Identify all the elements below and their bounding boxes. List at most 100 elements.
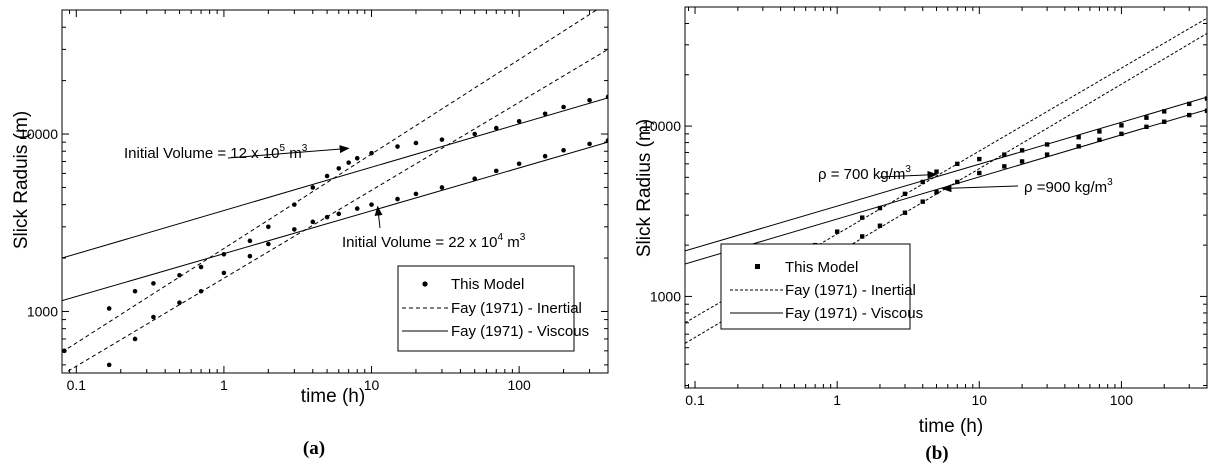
model-point (221, 251, 227, 257)
x-tick-label: 1 (833, 392, 841, 408)
y-axis-label-b: Slick Radius (m) (634, 119, 655, 257)
model-point (346, 160, 351, 165)
legend-marker-model-b (755, 264, 760, 269)
model-point (977, 156, 982, 162)
model-point (542, 153, 548, 159)
annotation-arrow-b-2 (941, 184, 1019, 193)
model-point (561, 104, 566, 110)
annotation-arrow-b-1 (879, 170, 938, 179)
model-point (902, 210, 908, 215)
y-tick-label: 1000 (650, 288, 681, 304)
model-point (198, 288, 204, 294)
model-point (605, 94, 608, 100)
model-point (439, 137, 445, 142)
x-tick-label: 0.1 (67, 377, 87, 393)
model-point (920, 179, 925, 185)
model-point (292, 227, 297, 232)
annotation-text-b-1: ρ = 700 kg/m3 (818, 164, 911, 183)
model-point (106, 306, 112, 311)
model-point (493, 125, 499, 131)
model-point (106, 362, 112, 368)
model-point (324, 173, 330, 179)
legend-label-inertial-a: Fay (1971) - Inertial (451, 300, 582, 317)
x-tick-label: 0.1 (685, 392, 705, 408)
ticks-layer-b: 0.1 1 10 100 1000 10000 (642, 6, 1208, 408)
model-point (413, 140, 419, 146)
model-point (516, 118, 522, 124)
model-point (1162, 109, 1167, 114)
annotations-a: Initial Volume = 12 x 105 m3 Initial Vol… (124, 143, 526, 251)
panel-label-b: (b) (925, 443, 948, 464)
annotation-text-b-2: ρ =900 kg/m3 (1024, 177, 1113, 196)
model-point (292, 202, 297, 207)
legend-label-viscous-a: Fay (1971) - Viscous (451, 323, 589, 340)
model-point (1119, 123, 1124, 128)
model-point (198, 264, 204, 270)
model-point (132, 336, 138, 342)
y-tick-label: 10000 (642, 118, 681, 134)
chart-panel-a: 0.1 1 10 100 1000 10000 Initial Volume = 12 x… (11, 9, 609, 459)
x-tick-label: 100 (1110, 392, 1134, 408)
panel-label-a: (a) (303, 438, 325, 459)
annotation-arrow-a-1 (227, 145, 350, 159)
model-point (1019, 159, 1025, 164)
model-point (1204, 96, 1207, 101)
y-axis-label-a: Slick Raduis (m) (11, 111, 32, 249)
model-point (336, 211, 342, 217)
legend-label-viscous-b: Fay (1971) - Viscous (785, 305, 923, 322)
model-point (1076, 135, 1081, 140)
series-layer-a (62, 10, 608, 373)
model-point (1119, 131, 1124, 137)
legend-box-a (397, 265, 575, 352)
model-point (920, 199, 925, 204)
model-point (369, 202, 374, 207)
model-point (247, 253, 253, 259)
model-point (493, 168, 499, 174)
model-point (1002, 164, 1007, 169)
x-axis-label-a: time (h) (301, 386, 365, 407)
model-point (266, 241, 271, 247)
viscous-line-b-1 (685, 96, 1207, 252)
model-point (955, 161, 960, 167)
legend-a: This Model Fay (1971) - Inertial Fay (19… (397, 265, 589, 352)
legend-box-b (720, 243, 911, 330)
model-point (542, 111, 548, 117)
model-point (934, 189, 939, 195)
legend-marker-model-a (422, 281, 428, 287)
x-axis-label-b: time (h) (919, 416, 983, 437)
model-point (354, 206, 360, 211)
model-point (977, 170, 982, 176)
model-point (439, 185, 445, 190)
model-point (955, 179, 960, 185)
y-tick-label: 1000 (27, 303, 58, 319)
model-point (247, 238, 253, 244)
model-point (902, 191, 908, 197)
y-tick-label: 10000 (19, 126, 58, 142)
model-point (369, 150, 374, 156)
annotation-text-a-1: Initial Volume = 12 x 105 m3 (124, 143, 308, 162)
model-point (177, 272, 182, 278)
legend-label-inertial-b: Fay (1971) - Inertial (785, 282, 916, 299)
model-point (1144, 124, 1149, 130)
legend-label-model-b: This Model (785, 259, 858, 276)
model-point (395, 196, 400, 202)
plot-frame-b (684, 6, 1208, 389)
model-point (859, 234, 865, 239)
model-point (472, 131, 477, 137)
legend-b: This Model Fay (1971) - Inertial Fay (19… (720, 243, 923, 330)
model-point (516, 161, 522, 167)
model-point (221, 270, 227, 276)
annotation-arrow-a-2 (374, 205, 383, 229)
model-point (266, 224, 271, 230)
model-point (413, 191, 419, 197)
model-point (395, 144, 400, 149)
model-points-a-2 (106, 138, 608, 368)
model-point (1019, 148, 1025, 153)
chart-panel-b: 0.1 1 10 100 1000 10000 ρ = 700 kg/m3 ρ =900 … (634, 6, 1208, 464)
model-point (605, 138, 608, 143)
x-tick-label: 100 (507, 377, 531, 393)
legend-label-model-a: This Model (451, 276, 524, 293)
model-point (934, 169, 939, 174)
x-tick-label: 10 (972, 392, 988, 408)
model-point (1097, 137, 1102, 143)
